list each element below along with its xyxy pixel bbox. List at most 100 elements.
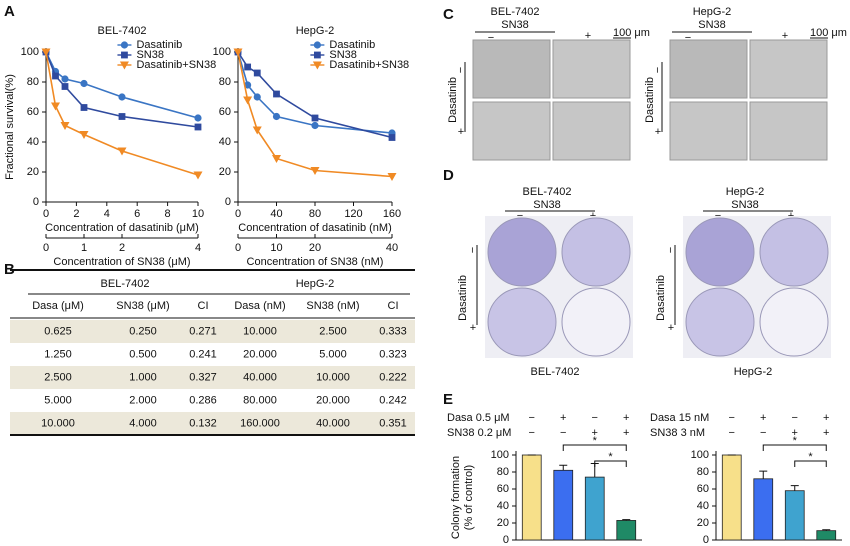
table-cell: 20.000 [316,394,350,406]
table-header: SN38 (nM) [306,300,359,312]
y-tick-label: 100 [491,449,509,461]
x-tick-label: 40 [270,208,282,220]
marker [60,122,70,130]
condition-label: Dasa 0.5 μM [447,412,510,424]
significance-label: * [608,451,613,463]
bar [753,478,774,541]
culture-plate [685,287,755,357]
marker [61,75,69,83]
table-cell: 5.000 [319,348,347,360]
x-axis-label: Concentration of dasatinib (nM) [238,222,391,234]
marker [252,126,262,135]
marker [388,134,396,141]
marker [79,131,89,139]
marker [312,61,322,70]
series-line [45,51,199,176]
x2-axis-label: Concentration of SN38 (μM) [53,256,190,268]
condition-sign: − [529,412,535,424]
marker [273,90,280,98]
error-bar [622,519,631,521]
x-tick-label: 0 [235,208,241,220]
marker [253,93,261,101]
panel-letter: C [443,6,454,23]
condition-sign: − [592,412,598,424]
cell-line: HepG-2 [693,6,732,18]
cell-line: BEL-7402 [523,186,572,198]
marker [387,173,397,181]
table-cell: 10.000 [243,325,277,337]
x-tick-label: 8 [165,208,171,220]
sign: + [590,210,596,222]
y-tick-label: 20 [697,517,709,529]
sign: − [685,32,691,44]
marker [311,121,319,130]
condition-sign: − [729,427,735,439]
caption: HepG-2 [734,366,773,378]
significance-bracket [794,460,827,467]
condition-sign: + [823,412,829,424]
condition-sign: − [792,412,798,424]
series-line [45,51,199,128]
marker [80,104,88,111]
sign: + [470,322,476,334]
row-drug: Dasatinib [457,275,469,321]
table-row-shade [10,366,415,389]
marker [120,41,129,49]
table-cell: 0.132 [189,417,217,429]
marker [311,114,319,122]
micrograph [669,101,748,161]
bar [784,490,805,541]
sign: − [665,247,677,253]
legend-label: Dasatinib [136,39,182,51]
micrograph [552,101,631,161]
table-cell: 0.222 [379,371,407,383]
marker [253,69,261,77]
culture-plate [759,287,829,357]
significance-label: * [793,435,798,447]
table-cell: 40.000 [243,371,277,383]
y-tick-label: 100 [691,449,709,461]
y-tick-label: 60 [697,483,709,495]
condition-label: Dasa 15 nM [650,412,709,424]
culture-plate [561,287,631,357]
series-line [237,51,393,134]
drug-label: SN38 [698,19,726,31]
marker [313,41,321,49]
table-cell: 2.500 [319,325,347,337]
sign: + [782,30,788,42]
y-tick-label: 20 [219,166,231,178]
condition-sign: − [560,427,566,439]
table-cell: 2.000 [129,394,157,406]
sign: − [467,247,479,253]
series-line [237,51,393,178]
x-tick-label: 80 [309,208,321,220]
y-tick-label: 20 [497,517,509,529]
table-header: Dasa (μM) [32,300,84,312]
marker [194,114,202,122]
marker [244,63,252,71]
marker [310,167,320,175]
significance-label: * [808,451,813,463]
sign: − [517,210,523,222]
marker [41,48,51,57]
x-axis-label: Concentration of dasatinib (μM) [45,222,199,234]
error-bar [559,464,568,471]
legend-label: SN38 [329,49,357,61]
marker [121,51,128,59]
x-tick-label: 10 [192,208,204,220]
row-drug: Dasatinib [655,275,667,321]
culture-plate [487,287,557,357]
table-header: CI [388,300,399,312]
micrograph [472,101,551,161]
marker [194,123,202,131]
condition-sign: + [823,427,829,439]
culture-plate [561,217,631,287]
table-cell: 0.500 [129,348,157,360]
table-cell: 4.000 [129,417,157,429]
significance-label: * [593,435,598,447]
scale-label: 100 μm [613,27,650,39]
significance-bracket [562,444,627,451]
table-row-shade [10,412,415,435]
x2-tick-label: 0 [235,242,241,254]
condition-sign: + [792,427,798,439]
